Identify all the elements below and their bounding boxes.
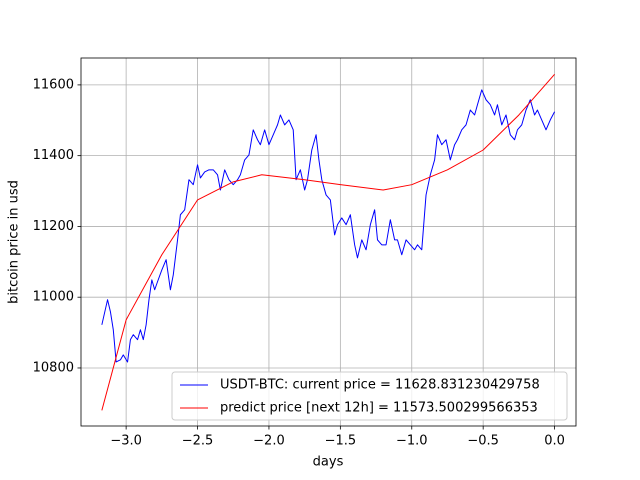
- x-tick-label: −1.5: [325, 434, 357, 449]
- y-tick-label: 11400: [33, 148, 74, 163]
- legend-label: predict price [next 12h] = 11573.5002995…: [220, 401, 538, 416]
- legend-box: [171, 371, 568, 421]
- y-tick-label: 11000: [33, 290, 74, 305]
- y-tick-label: 10800: [33, 360, 74, 375]
- y-axis-label: bitcoin price in usd: [7, 180, 22, 304]
- plot-frame: [80, 57, 577, 427]
- y-tick-label: 11600: [33, 77, 74, 92]
- x-tick-label: 0.0: [544, 434, 565, 449]
- legend-label: USDT-BTC: current price = 11628.83123042…: [220, 378, 540, 393]
- x-tick-label: −3.0: [110, 434, 142, 449]
- x-tick-label: −1.0: [396, 434, 428, 449]
- x-axis-label: days: [313, 455, 344, 470]
- series-line: [101, 89, 556, 363]
- series-line: [101, 73, 555, 411]
- x-tick-label: −0.5: [467, 434, 499, 449]
- x-tick-label: −2.0: [253, 434, 285, 449]
- x-tick-label: −2.5: [182, 434, 214, 449]
- y-tick-label: 11200: [33, 219, 74, 234]
